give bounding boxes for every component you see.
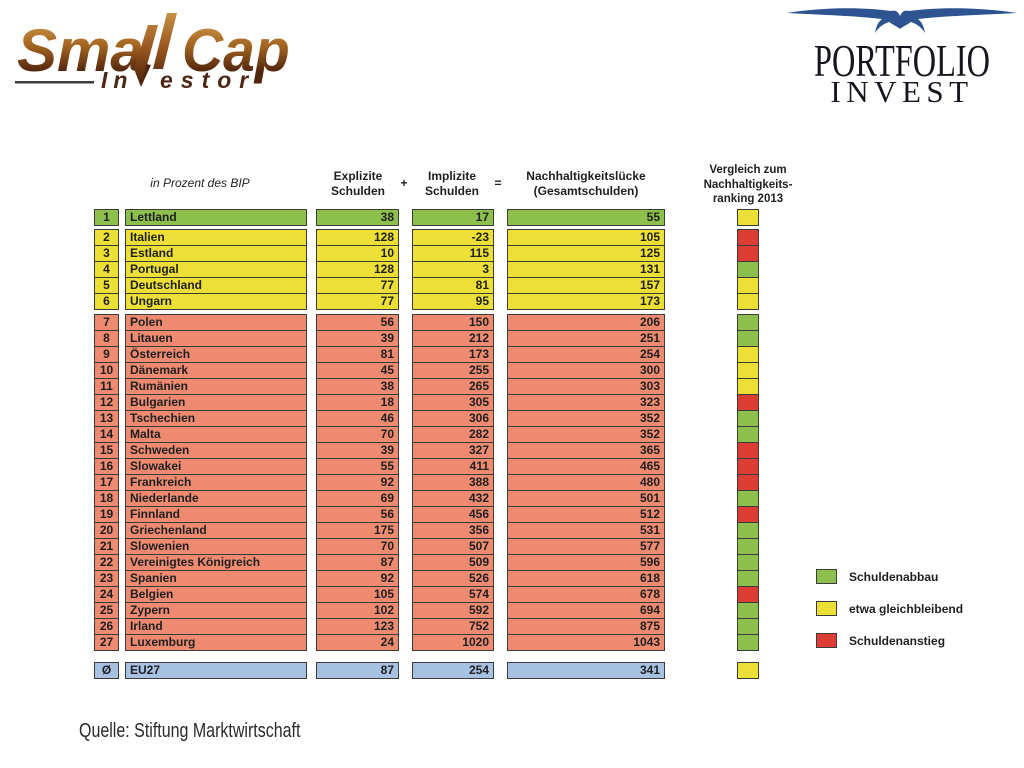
svg-text:estor: estor bbox=[160, 67, 256, 93]
svg-text:Cap: Cap bbox=[182, 18, 290, 85]
svg-text:In: In bbox=[101, 67, 133, 93]
svg-text:PORTFOLIO: PORTFOLIO bbox=[814, 36, 990, 86]
svg-text:Sma: Sma bbox=[17, 17, 144, 84]
svg-text:INVEST: INVEST bbox=[830, 74, 973, 106]
